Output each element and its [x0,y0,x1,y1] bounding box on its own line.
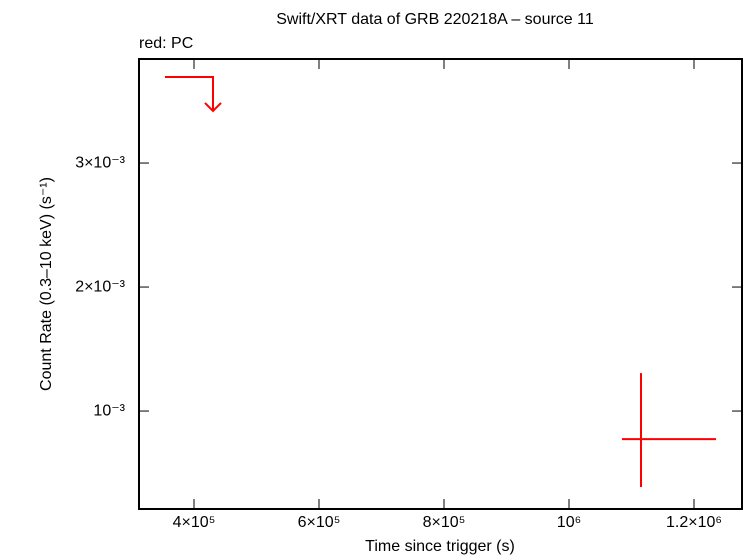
x-axis-label: Time since trigger (s) [365,538,515,555]
y-axis-label: Count Rate (0.3–10 keV) (s⁻¹) [38,177,55,391]
y-tick-label: 2×10⁻³ [75,278,125,295]
x-tick-label: 1.2×10⁶ [666,514,722,531]
y-tick-label: 3×10⁻³ [75,154,125,171]
x-tick-label: 6×10⁵ [298,514,341,531]
chart-title: Swift/XRT data of GRB 220218A – source 1… [276,11,594,28]
upper-limit [165,75,222,113]
y-tick-label: 10⁻³ [93,402,125,419]
x-tick-label: 8×10⁵ [423,514,466,531]
x-tick-label: 4×10⁵ [173,514,216,531]
plot-frame [138,58,743,510]
x-tick-label: 10⁶ [557,514,581,531]
legend-note: red: PC [139,35,193,52]
